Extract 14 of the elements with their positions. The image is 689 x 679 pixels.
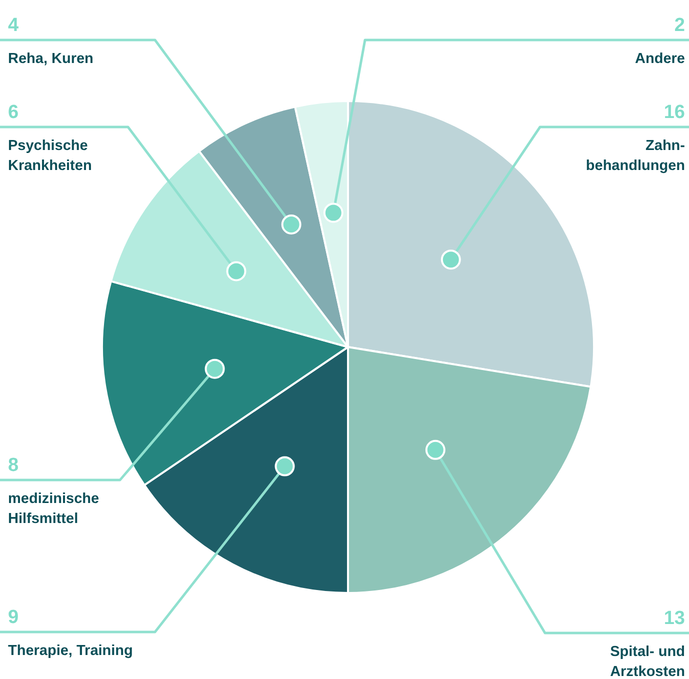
data-label: 8 [8,455,20,476]
slice-label: Andere [634,50,685,69]
data-label: 6 [8,102,20,123]
slice-label: Therapie, Training [8,642,134,661]
slice-label: Spital- und Arztkosten [609,643,685,679]
slice-label: Zahn-behandlungen [584,137,685,176]
data-label: 9 [8,607,20,628]
data-label: 4 [8,15,20,36]
data-label: 13 [662,608,685,629]
slice-label: medizinische Hilfsmittel [8,490,100,529]
slice-label: Reha, Kuren [8,50,94,69]
data-label: 2 [673,15,685,36]
slice-label: Psychische Krankheiten [8,137,93,176]
data-label: 16 [662,102,685,123]
